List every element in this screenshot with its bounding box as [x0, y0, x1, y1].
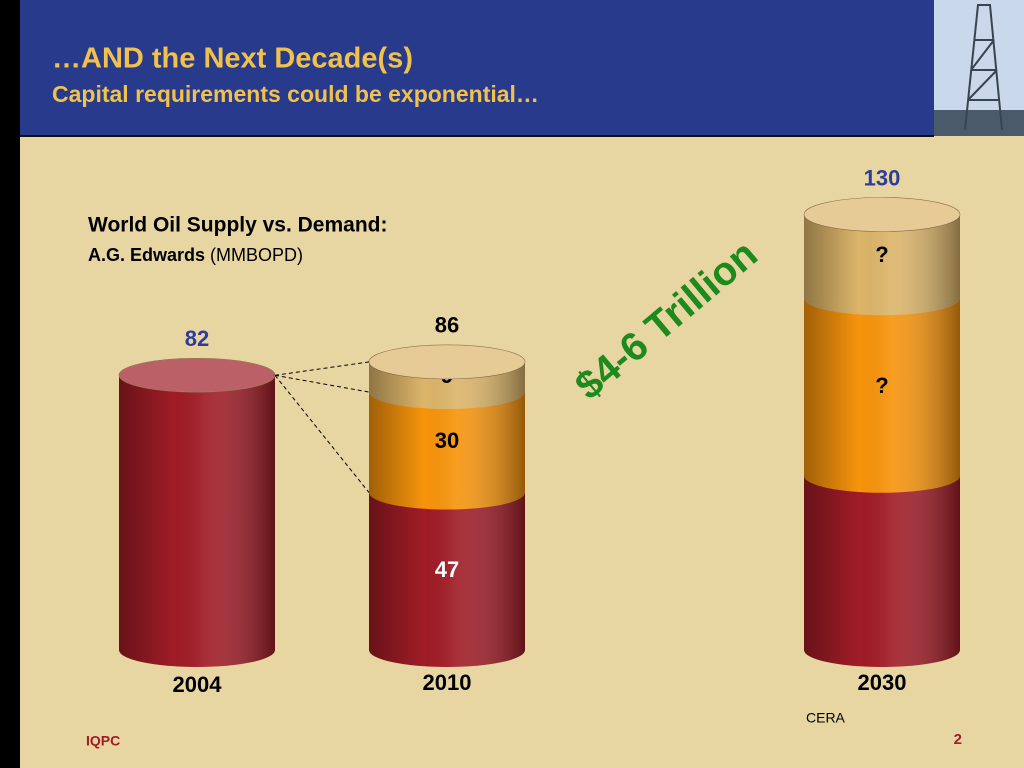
chart-title: World Oil Supply vs. Demand: — [88, 214, 388, 237]
segment-shade — [804, 298, 960, 476]
cylinder-top-highlight — [369, 344, 525, 379]
cylinder-top — [803, 197, 961, 232]
segment-label: 47 — [435, 557, 459, 582]
category-label: 2030 — [858, 670, 907, 695]
segment-label: ? — [875, 242, 888, 267]
source: CERA — [806, 710, 846, 726]
segment-shade — [804, 475, 960, 650]
segment-shade — [119, 375, 275, 650]
title: …AND the Next Decade(s) — [52, 43, 413, 75]
segment-shade — [369, 492, 525, 650]
page-number: 2 — [954, 731, 962, 748]
subtitle: Capital requirements could be exponentia… — [52, 81, 539, 107]
total-label: 130 — [864, 165, 901, 190]
category-label: 2004 — [173, 672, 223, 697]
header-photo — [934, 0, 1024, 136]
cylinder-top-highlight — [804, 197, 960, 232]
footer: IQPC — [86, 733, 120, 749]
segment-label: 30 — [435, 428, 459, 453]
segment-label: ? — [875, 373, 888, 398]
total-label: 86 — [435, 313, 459, 338]
left-strip — [0, 0, 20, 768]
chart-source: A.G. Edwards (MMBOPD) — [88, 245, 303, 265]
header-band — [20, 0, 934, 136]
total-label: 82 — [185, 326, 209, 351]
connector — [274, 374, 370, 393]
category-label: 2010 — [423, 670, 472, 695]
connector — [274, 361, 370, 376]
unit: (MMBOPD) — [210, 245, 303, 265]
cylinder-top-highlight — [119, 358, 275, 393]
chart-source-bold: A.G. Edwards — [88, 245, 205, 265]
